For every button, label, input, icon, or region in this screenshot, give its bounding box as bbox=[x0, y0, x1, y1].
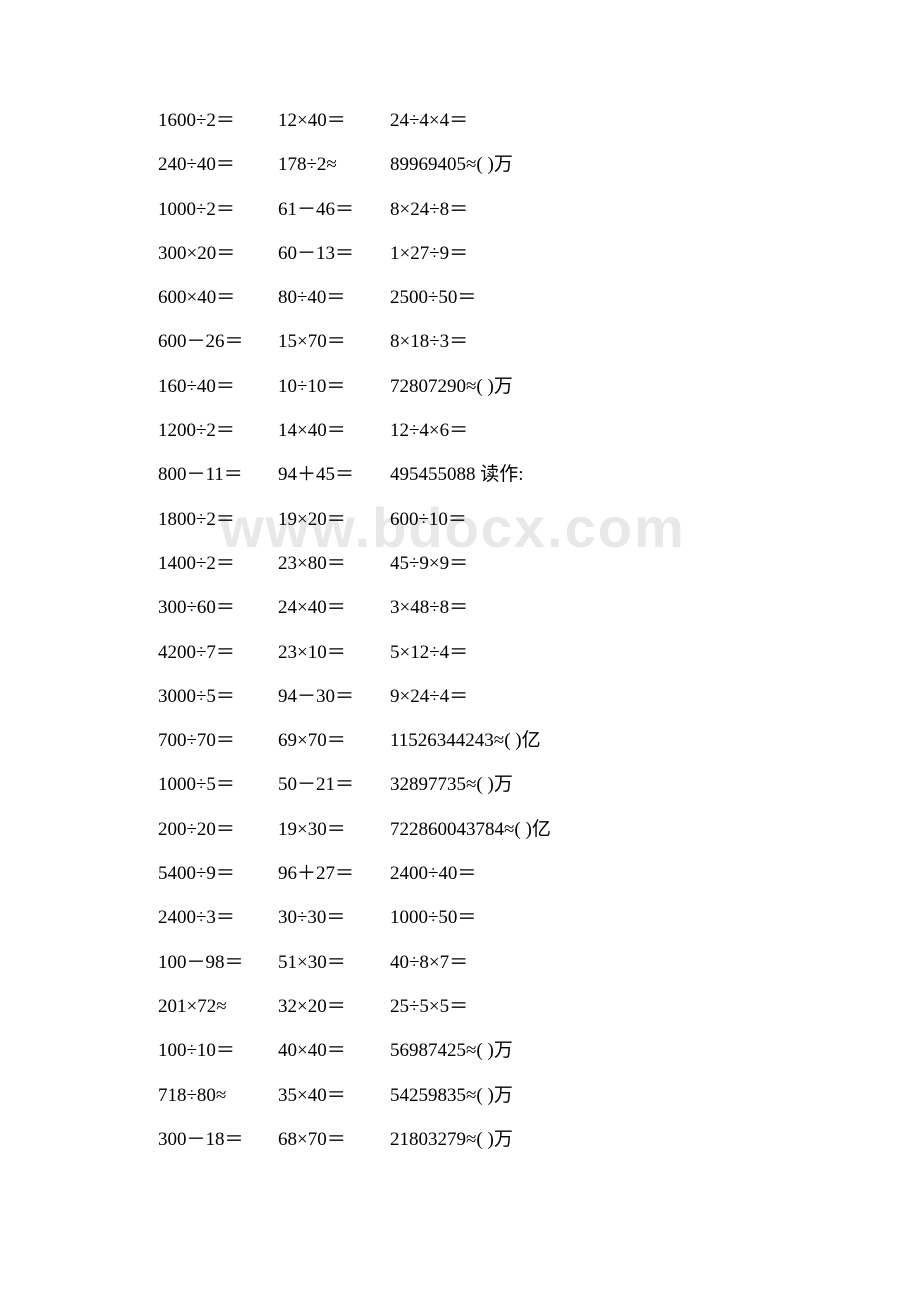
problem-row: 700÷70＝ 69×70＝ 11526344243≈( )亿 bbox=[158, 730, 920, 753]
problem-row: 160÷40＝ 10÷10＝ 72807290≈( )万 bbox=[158, 376, 920, 399]
problem-row: 300÷60＝ 24×40＝ 3×48÷8＝ bbox=[158, 597, 920, 620]
problem-cell: 5400÷9＝ bbox=[158, 863, 278, 886]
problem-cell: 15×70＝ bbox=[278, 331, 390, 354]
problem-cell: 12×40＝ bbox=[278, 110, 390, 133]
problem-cell: 600×40＝ bbox=[158, 287, 278, 310]
problem-cell: 54259835≈( )万 bbox=[390, 1085, 513, 1108]
problem-cell: 10÷10＝ bbox=[278, 376, 390, 399]
problem-cell: 19×20＝ bbox=[278, 509, 390, 532]
problem-cell: 8×24÷8＝ bbox=[390, 199, 468, 222]
problem-cell: 495455088 读作: bbox=[390, 464, 524, 487]
problem-cell: 178÷2≈ bbox=[278, 154, 390, 177]
problem-cell: 24×40＝ bbox=[278, 597, 390, 620]
problem-row: 600×40＝ 80÷40＝ 2500÷50＝ bbox=[158, 287, 920, 310]
problem-cell: 240÷40＝ bbox=[158, 154, 278, 177]
problem-row: 1600÷2＝ 12×40＝ 24÷4×4＝ bbox=[158, 110, 920, 133]
problem-cell: 722860043784≈( )亿 bbox=[390, 819, 551, 842]
problem-cell: 160÷40＝ bbox=[158, 376, 278, 399]
problem-cell: 9×24÷4＝ bbox=[390, 686, 468, 709]
problem-cell: 89969405≈( )万 bbox=[390, 154, 513, 177]
problem-row: 200÷20＝ 19×30＝ 722860043784≈( )亿 bbox=[158, 819, 920, 842]
problem-cell: 2400÷40＝ bbox=[390, 863, 476, 886]
problem-cell: 69×70＝ bbox=[278, 730, 390, 753]
problem-cell: 45÷9×9＝ bbox=[390, 553, 468, 576]
problem-cell: 50－21＝ bbox=[278, 774, 390, 797]
problem-cell: 35×40＝ bbox=[278, 1085, 390, 1108]
problem-cell: 1×27÷9＝ bbox=[390, 243, 468, 266]
problem-row: 1800÷2＝ 19×20＝ 600÷10＝ bbox=[158, 509, 920, 532]
problem-cell: 201×72≈ bbox=[158, 996, 278, 1019]
problem-cell: 19×30＝ bbox=[278, 819, 390, 842]
problem-cell: 300×20＝ bbox=[158, 243, 278, 266]
problem-row: 2400÷3＝ 30÷30＝ 1000÷50＝ bbox=[158, 907, 920, 930]
problem-row: 100÷10＝ 40×40＝ 56987425≈( )万 bbox=[158, 1040, 920, 1063]
problem-row: 300×20＝ 60－13＝ 1×27÷9＝ bbox=[158, 243, 920, 266]
problem-cell: 1000÷50＝ bbox=[390, 907, 476, 930]
problem-cell: 23×80＝ bbox=[278, 553, 390, 576]
problem-cell: 12÷4×6＝ bbox=[390, 420, 468, 443]
problem-cell: 100÷10＝ bbox=[158, 1040, 278, 1063]
problem-cell: 600÷10＝ bbox=[390, 509, 467, 532]
problem-cell: 40×40＝ bbox=[278, 1040, 390, 1063]
problem-cell: 3×48÷8＝ bbox=[390, 597, 468, 620]
problem-row: 718÷80≈ 35×40＝ 54259835≈( )万 bbox=[158, 1085, 920, 1108]
problem-cell: 1800÷2＝ bbox=[158, 509, 278, 532]
problem-cell: 30÷30＝ bbox=[278, 907, 390, 930]
problem-row: 600－26＝ 15×70＝ 8×18÷3＝ bbox=[158, 331, 920, 354]
problem-cell: 94－30＝ bbox=[278, 686, 390, 709]
problem-cell: 68×70＝ bbox=[278, 1129, 390, 1152]
problem-cell: 8×18÷3＝ bbox=[390, 331, 468, 354]
problem-cell: 200÷20＝ bbox=[158, 819, 278, 842]
problem-cell: 3000÷5＝ bbox=[158, 686, 278, 709]
problem-cell: 94＋45＝ bbox=[278, 464, 390, 487]
problem-row: 3000÷5＝ 94－30＝ 9×24÷4＝ bbox=[158, 686, 920, 709]
problem-cell: 1400÷2＝ bbox=[158, 553, 278, 576]
problem-cell: 2500÷50＝ bbox=[390, 287, 476, 310]
problem-cell: 800－11＝ bbox=[158, 464, 278, 487]
problem-cell: 80÷40＝ bbox=[278, 287, 390, 310]
problem-row: 240÷40＝ 178÷2≈ 89969405≈( )万 bbox=[158, 154, 920, 177]
problem-cell: 61－46＝ bbox=[278, 199, 390, 222]
problem-cell: 32897735≈( )万 bbox=[390, 774, 513, 797]
problem-cell: 23×10＝ bbox=[278, 642, 390, 665]
problem-row: 201×72≈ 32×20＝ 25÷5×5＝ bbox=[158, 996, 920, 1019]
problem-row: 100－98＝ 51×30＝ 40÷8×7＝ bbox=[158, 952, 920, 975]
problem-row: 800－11＝ 94＋45＝ 495455088 读作: bbox=[158, 464, 920, 487]
problem-cell: 51×30＝ bbox=[278, 952, 390, 975]
problem-cell: 40÷8×7＝ bbox=[390, 952, 468, 975]
problem-cell: 60－13＝ bbox=[278, 243, 390, 266]
math-problems-container: 1600÷2＝ 12×40＝ 24÷4×4＝ 240÷40＝ 178÷2≈ 89… bbox=[0, 0, 920, 1152]
problem-cell: 24÷4×4＝ bbox=[390, 110, 468, 133]
problem-row: 1000÷5＝ 50－21＝ 32897735≈( )万 bbox=[158, 774, 920, 797]
problem-cell: 1000÷5＝ bbox=[158, 774, 278, 797]
problem-cell: 300－18＝ bbox=[158, 1129, 278, 1152]
problem-cell: 25÷5×5＝ bbox=[390, 996, 468, 1019]
problem-cell: 72807290≈( )万 bbox=[390, 376, 513, 399]
problem-row: 4200÷7＝ 23×10＝ 5×12÷4＝ bbox=[158, 642, 920, 665]
problem-row: 300－18＝ 68×70＝ 21803279≈( )万 bbox=[158, 1129, 920, 1152]
problem-row: 5400÷9＝ 96＋27＝ 2400÷40＝ bbox=[158, 863, 920, 886]
problem-cell: 718÷80≈ bbox=[158, 1085, 278, 1108]
problem-cell: 4200÷7＝ bbox=[158, 642, 278, 665]
problem-cell: 11526344243≈( )亿 bbox=[390, 730, 541, 753]
problem-cell: 100－98＝ bbox=[158, 952, 278, 975]
problem-cell: 56987425≈( )万 bbox=[390, 1040, 513, 1063]
problem-cell: 1600÷2＝ bbox=[158, 110, 278, 133]
problem-row: 1200÷2＝ 14×40＝ 12÷4×6＝ bbox=[158, 420, 920, 443]
problem-cell: 5×12÷4＝ bbox=[390, 642, 468, 665]
problem-cell: 700÷70＝ bbox=[158, 730, 278, 753]
problem-cell: 21803279≈( )万 bbox=[390, 1129, 513, 1152]
problem-row: 1000÷2＝ 61－46＝ 8×24÷8＝ bbox=[158, 199, 920, 222]
problem-cell: 96＋27＝ bbox=[278, 863, 390, 886]
problem-cell: 1200÷2＝ bbox=[158, 420, 278, 443]
problem-cell: 600－26＝ bbox=[158, 331, 278, 354]
problem-cell: 1000÷2＝ bbox=[158, 199, 278, 222]
problem-cell: 2400÷3＝ bbox=[158, 907, 278, 930]
problem-row: 1400÷2＝ 23×80＝ 45÷9×9＝ bbox=[158, 553, 920, 576]
problem-cell: 14×40＝ bbox=[278, 420, 390, 443]
problem-cell: 300÷60＝ bbox=[158, 597, 278, 620]
problem-cell: 32×20＝ bbox=[278, 996, 390, 1019]
